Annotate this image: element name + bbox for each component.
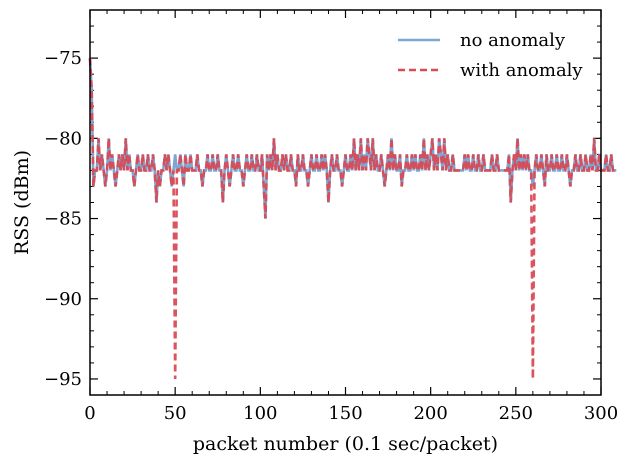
x-tick-label: 300 — [584, 403, 618, 424]
y-axis-label: RSS (dBm) — [11, 150, 33, 255]
y-tick-label: −90 — [44, 289, 82, 310]
series-layer — [88, 58, 617, 379]
y-tick-label: −85 — [44, 209, 82, 230]
x-tick-label: 100 — [243, 403, 277, 424]
y-tick-label: −95 — [44, 369, 82, 390]
legend-label-no-anomaly: no anomaly — [460, 30, 566, 51]
legend: no anomaly with anomaly — [398, 30, 583, 81]
series-with-anomaly-line — [88, 58, 617, 379]
x-axis-label: packet number (0.1 sec/packet) — [193, 433, 498, 455]
x-tick-label: 200 — [413, 403, 447, 424]
y-tick-label: −75 — [44, 48, 82, 69]
x-tick-label: 0 — [84, 403, 95, 424]
plot-frame — [89, 9, 602, 396]
y-tick-label: −80 — [44, 128, 82, 149]
x-tick-label: 250 — [499, 403, 533, 424]
legend-label-with-anomaly: with anomaly — [460, 60, 583, 81]
tick-labels: 0 50 100 150 200 250 300 −95 −90 −85 −80 −75 — [44, 48, 618, 424]
x-tick-label: 50 — [164, 403, 187, 424]
series-no-anomaly-line — [88, 58, 617, 219]
x-tick-label: 150 — [328, 403, 362, 424]
